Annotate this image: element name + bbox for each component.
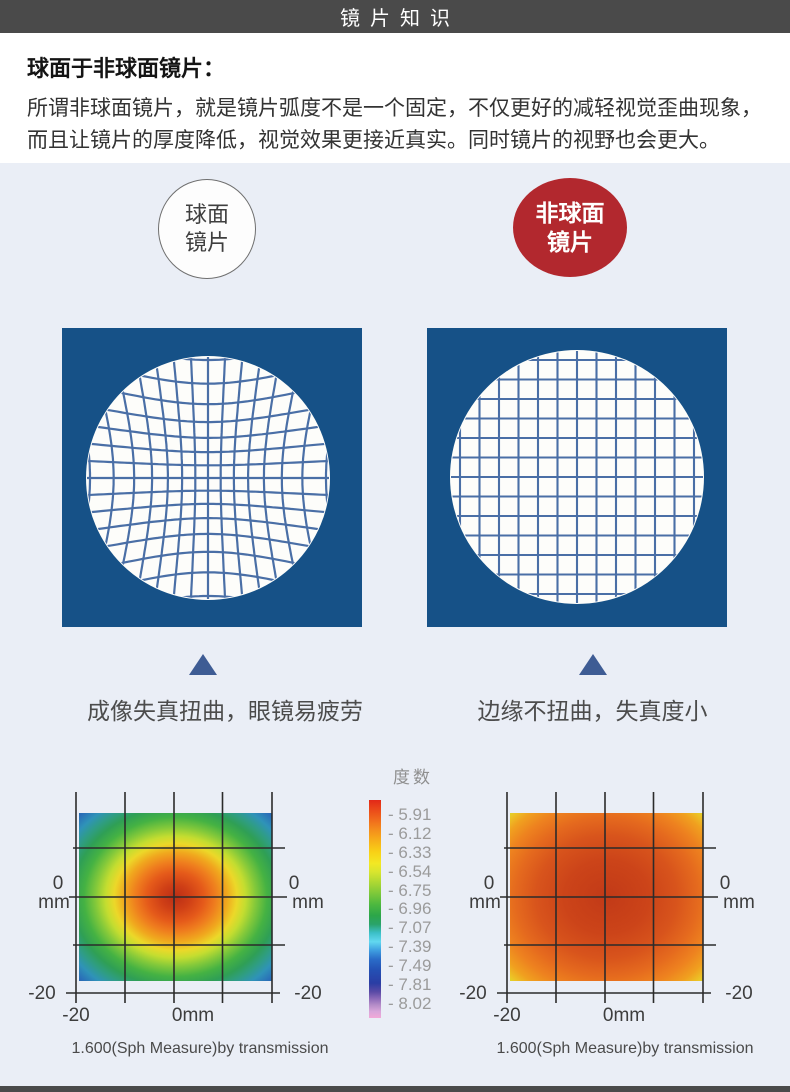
y-axis-neg20-left: -20 xyxy=(459,983,487,1004)
legend-tick-label: - 6.96 xyxy=(388,899,432,919)
intro-line-1: 所谓非球面镜片，就是镜片弧度不是一个固定，不仅更好的减轻视觉歪曲现象， xyxy=(27,97,762,120)
left-plot-caption: 1.600(Sph Measure)by transmission xyxy=(71,1040,329,1057)
plot-grid-lines xyxy=(497,792,718,1003)
spherical-badge-line2: 镜片 xyxy=(184,230,229,255)
y-axis-zero-right: 0 xyxy=(719,873,731,894)
aspherical-badge-line2: 镜片 xyxy=(547,228,593,255)
legend-title: 度数 xyxy=(393,768,433,787)
y-axis-zero-right: 0 xyxy=(288,873,300,894)
intro-background xyxy=(0,33,790,163)
x-axis-neg20: -20 xyxy=(62,1005,90,1026)
straight-grid-illustration xyxy=(450,350,704,604)
legend-tick-label: - 6.12 xyxy=(388,823,432,843)
header-bar: 镜片知识 xyxy=(0,0,790,33)
aspherical-caption: 边缘不扭曲，失真度小 xyxy=(477,698,708,724)
legend-tick-label: - 5.91 xyxy=(388,805,432,824)
x-axis-zero-mm: 0mm xyxy=(602,1005,646,1026)
legend-tick-label: - 7.49 xyxy=(388,956,432,976)
distorted-grid-illustration xyxy=(86,356,330,600)
y-axis-neg20-right: -20 xyxy=(725,983,753,1004)
y-axis-zero-left: 0 xyxy=(52,873,64,894)
legend-tick-label: - 6.54 xyxy=(388,861,432,881)
right-plot-caption: 1.600(Sph Measure)by transmission xyxy=(496,1040,754,1057)
spherical-caption: 成像失真扭曲，眼镜易疲劳 xyxy=(87,698,363,724)
aspherical-lens-badge: 非球面 镜片 xyxy=(513,178,627,277)
y-axis-neg20-right: -20 xyxy=(294,983,322,1004)
color-scale-bar xyxy=(369,800,381,1018)
legend-tick-label: - 8.02 xyxy=(388,993,432,1013)
legend-tick-label: - 6.33 xyxy=(388,842,432,862)
y-axis-unit-right: mm xyxy=(292,892,324,913)
spherical-distortion-panel xyxy=(62,328,362,627)
legend-tick-label: - 6.75 xyxy=(388,880,432,900)
bottom-divider-bar xyxy=(0,1086,790,1092)
legend-tick-label: - 7.39 xyxy=(388,937,432,957)
y-axis-neg20-left: -20 xyxy=(28,983,56,1004)
intro-line-2: 而且让镜片的厚度降低，视觉效果更接近真实。同时镜片的视野也会更大。 xyxy=(27,129,720,152)
plot-grid-lines xyxy=(66,792,287,1003)
x-axis-zero-mm: 0mm xyxy=(171,1005,215,1026)
legend-tick-label: - 7.81 xyxy=(388,975,432,995)
spherical-badge-line1: 球面 xyxy=(184,202,229,227)
x-axis-neg20: -20 xyxy=(493,1005,521,1026)
section-heading: 球面于非球面镜片： xyxy=(27,56,226,81)
legend-tick-labels: - 5.91- 6.12- 6.33- 6.54- 6.75- 6.96- 7.… xyxy=(388,806,460,1012)
y-axis-unit-right: mm xyxy=(723,892,755,913)
y-axis-zero-left: 0 xyxy=(483,873,495,894)
spherical-lens-badge: 球面 镜片 xyxy=(158,179,256,279)
spherical-power-heatmap xyxy=(66,792,287,1003)
y-axis-unit-left: mm xyxy=(469,892,501,913)
page-title: 镜片知识 xyxy=(340,8,460,30)
aspherical-badge-line1: 非球面 xyxy=(535,199,605,226)
aspherical-distortion-panel xyxy=(427,328,727,627)
y-axis-unit-left: mm xyxy=(38,892,70,913)
up-triangle-icon xyxy=(189,654,217,675)
aspherical-power-heatmap xyxy=(497,792,718,1003)
legend-tick-label: - 7.07 xyxy=(388,918,432,938)
up-triangle-icon xyxy=(579,654,607,675)
intro-paragraph: 所谓非球面镜片，就是镜片弧度不是一个固定，不仅更好的减轻视觉歪曲现象， 而且让镜… xyxy=(27,93,777,157)
